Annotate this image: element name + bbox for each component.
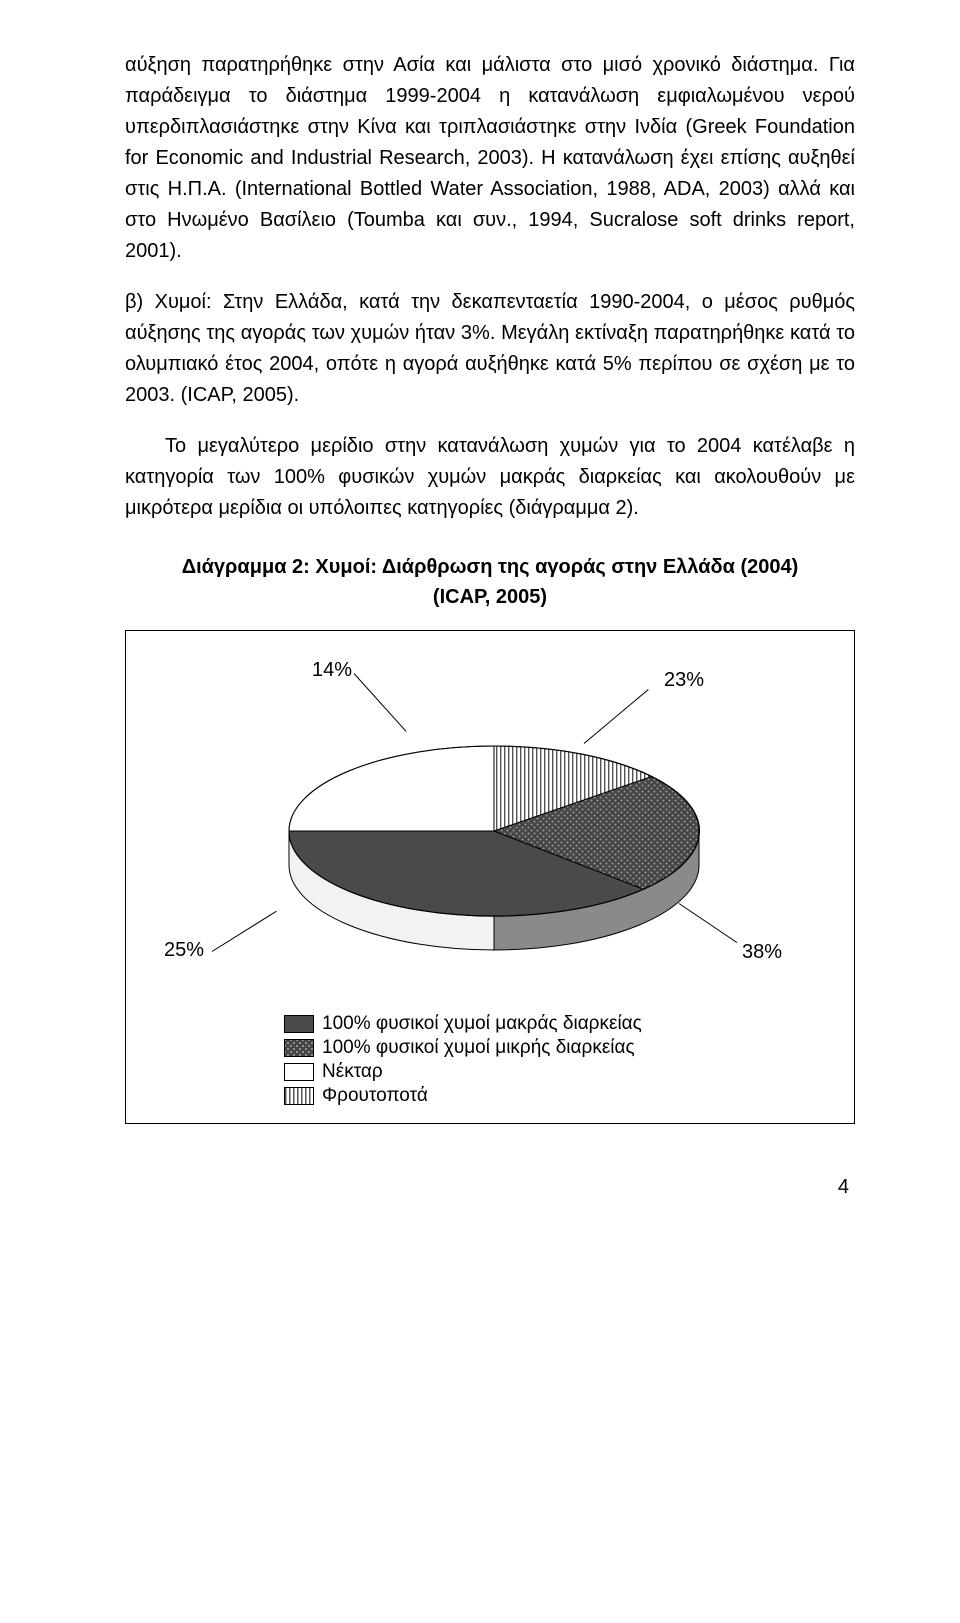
legend-swatch-icon (284, 1087, 314, 1105)
pie-label-tl: 14% (312, 659, 352, 682)
legend-swatch-icon (284, 1063, 314, 1081)
paragraph-2: β) Χυμοί: Στην Ελλάδα, κατά την δεκαπεντ… (125, 287, 855, 411)
legend-label: 100% φυσικοί χυμοί μακράς διαρκείας (322, 1013, 642, 1035)
pie-label-tr: 23% (664, 669, 704, 692)
legend-label: Νέκταρ (322, 1061, 383, 1083)
legend-item-nektar: Νέκταρ (284, 1061, 826, 1083)
paragraph-1: αύξηση παρατηρήθηκε στην Ασία και μάλιστ… (125, 50, 855, 267)
legend-item-frouto: Φρουτοποτά (284, 1085, 826, 1107)
legend-swatch-icon (284, 1015, 314, 1033)
pie-chart (284, 733, 704, 1003)
leader-line (212, 911, 277, 952)
pie-label-bl: 25% (164, 939, 204, 962)
chart-container: 14% 23% 25% 38% (125, 630, 855, 1124)
page-number: 4 (125, 1176, 855, 1199)
chart-title-line1: Διάγραμμα 2: Χυμοί: Διάρθρωση της αγοράς… (182, 556, 799, 578)
pie-slice-nektar (289, 746, 494, 831)
legend-label: 100% φυσικοί χυμοί μικρής διαρκείας (322, 1037, 635, 1059)
leader-line (354, 673, 407, 732)
paragraph-3: Το μεγαλύτερο μερίδιο στην κατανάλωση χυ… (125, 431, 855, 524)
chart-title: Διάγραμμα 2: Χυμοί: Διάρθρωση της αγοράς… (125, 552, 855, 612)
legend-label: Φρουτοποτά (322, 1085, 428, 1107)
chart-legend: 100% φυσικοί χυμοί μακράς διαρκείας 100%… (284, 1013, 826, 1107)
chart-title-line2: (ICAP, 2005) (433, 586, 547, 608)
pie-label-br: 38% (742, 941, 782, 964)
legend-item-long: 100% φυσικοί χυμοί μακράς διαρκείας (284, 1013, 826, 1035)
legend-item-short: 100% φυσικοί χυμοί μικρής διαρκείας (284, 1037, 826, 1059)
legend-swatch-icon (284, 1039, 314, 1057)
pie-stage: 14% 23% 25% 38% (154, 653, 826, 1013)
